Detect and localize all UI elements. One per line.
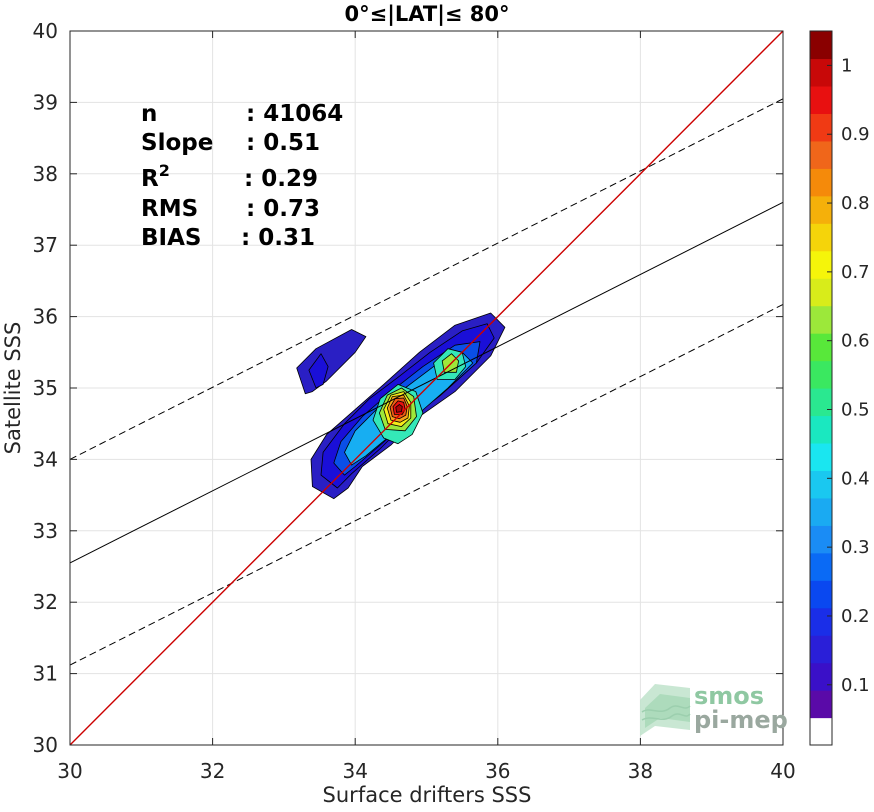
colorbar-segment — [810, 690, 832, 719]
colorbar-segment — [810, 442, 832, 471]
x-tick-label: 30 — [57, 759, 82, 783]
colorbar-tick-label: 0.5 — [841, 400, 870, 421]
colorbar-segment — [810, 635, 832, 664]
y-tick-label: 38 — [33, 162, 58, 186]
upper-bound-line — [70, 98, 783, 460]
colorbar-segment — [810, 552, 832, 581]
colorbar-tick-label: 0.6 — [841, 331, 870, 352]
colorbar-tick-label: 0.3 — [841, 537, 870, 558]
x-tick-label: 40 — [770, 759, 795, 783]
y-tick-label: 34 — [33, 447, 58, 471]
y-tick-label: 35 — [33, 376, 58, 400]
x-tick-label: 34 — [342, 759, 367, 783]
y-tick-label: 33 — [33, 519, 58, 543]
x-tick-label: 36 — [485, 759, 510, 783]
colorbar-segment — [810, 360, 832, 389]
colorbar-segment — [810, 470, 832, 499]
stat-value: : 41064 — [246, 101, 343, 127]
regression-line — [70, 201, 783, 564]
smos-pi-mep-logo: smos pi-mep — [640, 682, 788, 736]
y-tick-label: 39 — [33, 90, 58, 114]
y-tick-label: 36 — [33, 305, 58, 329]
colorbar-segment — [810, 140, 832, 169]
colorbar-tick-label: 0.2 — [841, 606, 870, 627]
colorbar-segment — [810, 607, 832, 636]
colorbar-segment — [810, 31, 832, 60]
y-tick-label: 37 — [33, 233, 58, 257]
colorbar-segment — [810, 497, 832, 526]
colorbar-tick-label: 1 — [841, 55, 852, 76]
colorbar-segment — [810, 415, 832, 444]
y-axis-ticks: 30 31 32 33 34 35 36 37 38 39 40 — [33, 19, 783, 757]
stat-value: : 0.29 — [244, 166, 318, 192]
y-axis-label: Satellite SSS — [1, 322, 25, 455]
logo-wave-icon — [640, 684, 691, 736]
contour-level-0-1 — [308, 353, 329, 389]
colorbar-segment — [810, 250, 832, 279]
stat-label: RMS — [141, 196, 198, 222]
reference-lines — [70, 31, 783, 745]
colorbar: 0.1 0.2 0.3 0.4 0.5 0.6 0.7 0.8 0.9 1 — [809, 30, 870, 746]
colorbar-segment — [810, 278, 832, 307]
logo-text-smos: smos — [694, 682, 764, 710]
x-tick-label: 32 — [200, 759, 225, 783]
colorbar-segment — [810, 388, 832, 417]
chart-title: 0°≤|LAT|≤ 80° — [344, 2, 509, 27]
colorbar-frame — [809, 30, 833, 746]
x-tick-label: 38 — [628, 759, 653, 783]
colorbar-segment — [810, 168, 832, 197]
colorbar-segment — [810, 525, 832, 554]
stat-label: BIAS — [141, 225, 201, 251]
y-tick-label: 30 — [33, 733, 58, 757]
colorbar-segment — [810, 195, 832, 224]
stat-value: : 0.73 — [246, 196, 320, 222]
y-tick-label: 31 — [33, 662, 58, 686]
stat-label-superscript: 2 — [159, 161, 170, 180]
stat-label: Slope — [141, 130, 213, 156]
lower-bound-line — [70, 304, 783, 666]
y-tick-label: 32 — [33, 590, 58, 614]
colorbar-segment — [810, 580, 832, 609]
logo-text-pi-mep: pi-mep — [694, 706, 788, 734]
x-axis-label: Surface drifters SSS — [323, 783, 532, 807]
contour-level-1 — [395, 403, 403, 413]
stat-value: : 0.31 — [241, 225, 315, 251]
colorbar-tick-label: 0.8 — [841, 193, 870, 214]
statistics-box: n : 41064 Slope : 0.51 R2 : 0.29 RMS : 0.73 BIAS… — [141, 101, 343, 251]
colorbar-segment — [810, 333, 832, 362]
one-to-one-line — [70, 31, 783, 745]
colorbar-segment — [810, 305, 832, 334]
colorbar-tick-label: 0.7 — [841, 262, 870, 283]
colorbar-tick-label: 0.4 — [841, 468, 870, 489]
stat-label: n — [141, 101, 157, 127]
colorbar-segment — [810, 662, 832, 691]
colorbar-segment — [810, 223, 832, 252]
colorbar-tick-label: 0.1 — [841, 675, 870, 696]
colorbar-tick-label: 0.9 — [841, 124, 870, 145]
colorbar-segment — [810, 717, 832, 746]
colorbar-segment — [810, 113, 832, 142]
stat-value: : 0.51 — [246, 130, 320, 156]
colorbar-segment — [810, 58, 832, 87]
stat-label: R2 — [141, 161, 170, 192]
colorbar-segment — [810, 85, 832, 114]
x-axis-ticks: 30 32 34 36 38 40 — [57, 31, 796, 783]
y-tick-label: 40 — [33, 19, 58, 43]
